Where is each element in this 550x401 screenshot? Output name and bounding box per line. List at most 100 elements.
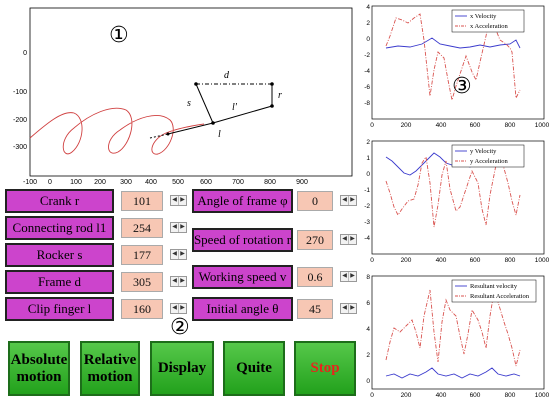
y-tick: 0 (366, 171, 370, 178)
spin-right-icon[interactable]: ▶ (180, 305, 185, 311)
angle-of-frame-spinner[interactable]: ◀ ▶ (340, 195, 357, 206)
x-tick: 1000 (535, 122, 550, 129)
clip-finger-spinner[interactable]: ◀ ▶ (170, 303, 187, 314)
x-tick: 0 (370, 257, 374, 264)
x-tick: 500 (172, 179, 184, 186)
connecting-rod-value[interactable]: 254 (121, 218, 163, 238)
x-tick: 600 (470, 392, 481, 399)
x-tick: 400 (436, 257, 447, 264)
crank-spinner[interactable]: ◀ ▶ (170, 195, 187, 206)
spin-right-icon[interactable]: ▶ (350, 305, 355, 311)
speed-of-rotation-value[interactable]: 270 (297, 230, 333, 250)
spin-right-icon[interactable]: ▶ (180, 278, 185, 284)
legend-y-acceleration: y Acceleration (470, 158, 508, 165)
x-tick: 1000 (535, 392, 550, 399)
y-tick: -2 (364, 52, 370, 59)
label-lp: l′ (232, 102, 238, 113)
spin-left-icon[interactable]: ◀ (171, 250, 179, 259)
spin-left-icon[interactable]: ◀ (341, 196, 349, 205)
spin-right-icon[interactable]: ▶ (180, 197, 185, 203)
connecting-rod-spinner[interactable]: ◀ ▶ (170, 222, 187, 233)
speed-of-rotation-spinner[interactable]: ◀ ▶ (340, 234, 357, 245)
resultant-velocity-line (385, 367, 521, 379)
rocker-value[interactable]: 177 (121, 245, 163, 265)
spin-left-icon[interactable]: ◀ (171, 223, 179, 232)
spin-left-icon[interactable]: ◀ (171, 196, 179, 205)
x-tick: 800 (505, 257, 516, 264)
frame-spinner[interactable]: ◀ ▶ (170, 276, 187, 287)
legend-x-velocity: x Velocity (470, 13, 497, 20)
absolute-motion-button[interactable]: Absolute motion (8, 341, 70, 396)
clip-finger-label: Clip finger l (5, 297, 114, 321)
y-tick: 4 (366, 4, 370, 11)
clip-l-line (167, 122, 214, 135)
x-tick: 100 (70, 179, 82, 186)
frame-value[interactable]: 305 (121, 272, 163, 292)
display-button[interactable]: Display (150, 341, 214, 396)
resultant-plot: 8 6 4 2 0 0 200 400 600 800 1000 Resulta… (366, 274, 550, 399)
clip-finger-value[interactable]: 160 (121, 299, 163, 319)
x-tick: 0 (370, 122, 374, 129)
label-d: d (224, 70, 230, 81)
spin-right-icon[interactable]: ▶ (350, 197, 355, 203)
y-tick: 2 (366, 20, 370, 27)
x-tick: 0 (48, 179, 52, 186)
y-tick: 8 (366, 274, 370, 281)
label-l: l (218, 129, 221, 140)
x-tick: 800 (264, 179, 276, 186)
x-tick: 400 (145, 179, 157, 186)
spin-left-icon[interactable]: ◀ (171, 304, 179, 313)
spin-left-icon[interactable]: ◀ (341, 304, 349, 313)
x-tick: 200 (94, 179, 106, 186)
x-tick: 300 (120, 179, 132, 186)
x-tick: 200 (401, 392, 412, 399)
working-speed-spinner[interactable]: ◀ ▶ (340, 271, 357, 282)
y-tick: -300 (13, 144, 27, 151)
linkage-figure: 0 -100 -200 -300 -100 0 100 200 300 400 … (13, 7, 353, 186)
working-speed-value[interactable]: 0.6 (297, 267, 333, 287)
initial-angle-spinner[interactable]: ◀ ▶ (340, 303, 357, 314)
y-tick: -1 (364, 187, 370, 194)
spin-right-icon[interactable]: ▶ (350, 273, 355, 279)
angle-of-frame-label: Angle of frame φ (192, 189, 293, 213)
y-tick: -2 (364, 203, 370, 210)
working-speed-label: Working speed v (192, 265, 293, 289)
crank-value[interactable]: 101 (121, 191, 163, 211)
spin-left-icon[interactable]: ◀ (171, 277, 179, 286)
stop-button[interactable]: Stop (294, 341, 356, 396)
quite-button[interactable]: Quite (223, 341, 285, 396)
x-tick: 800 (505, 122, 516, 129)
rocker-s-line (195, 83, 214, 124)
y-tick: -3 (364, 219, 370, 226)
legend-resultant-acceleration: Resultant Acceleration (470, 293, 530, 300)
spin-left-icon[interactable]: ◀ (341, 272, 349, 281)
frame-label: Frame d (5, 270, 114, 294)
spin-right-icon[interactable]: ▶ (180, 251, 185, 257)
initial-angle-label: Initial angle θ (192, 297, 293, 321)
connecting-rod-label: Connecting rod l1 (5, 216, 114, 240)
y-acceleration-line (385, 153, 521, 228)
angle-of-frame-value[interactable]: 0 (297, 191, 333, 211)
x-tick: 200 (401, 122, 412, 129)
relative-motion-button[interactable]: Relative motion (80, 341, 140, 396)
speed-of-rotation-label: Speed of rotation r (192, 228, 293, 252)
y-tick: 1 (366, 155, 370, 162)
y-velocity-plot: 2 1 0 -1 -2 -3 -4 0 200 400 600 800 1000… (364, 139, 549, 264)
x-tick: 900 (296, 179, 308, 186)
rod-lp-line (212, 105, 273, 124)
y-tick: -8 (364, 100, 370, 107)
clip-l-ext-line (149, 133, 169, 139)
x-tick: 800 (505, 392, 516, 399)
x-velocity-plot: 4 2 0 -2 -4 -6 -8 0 200 400 600 800 1000… (364, 4, 550, 129)
y-tick: 4 (366, 326, 370, 333)
y-tick: -100 (13, 89, 27, 96)
spin-left-icon[interactable]: ◀ (341, 235, 349, 244)
initial-angle-value[interactable]: 45 (297, 299, 333, 319)
y-tick: 0 (366, 36, 370, 43)
y-tick: -200 (13, 117, 27, 124)
spin-right-icon[interactable]: ▶ (180, 224, 185, 230)
y-tick: -6 (364, 84, 370, 91)
spin-right-icon[interactable]: ▶ (350, 236, 355, 242)
rocker-spinner[interactable]: ◀ ▶ (170, 249, 187, 260)
legend-resultant-velocity: Resultant velocity (470, 283, 518, 290)
